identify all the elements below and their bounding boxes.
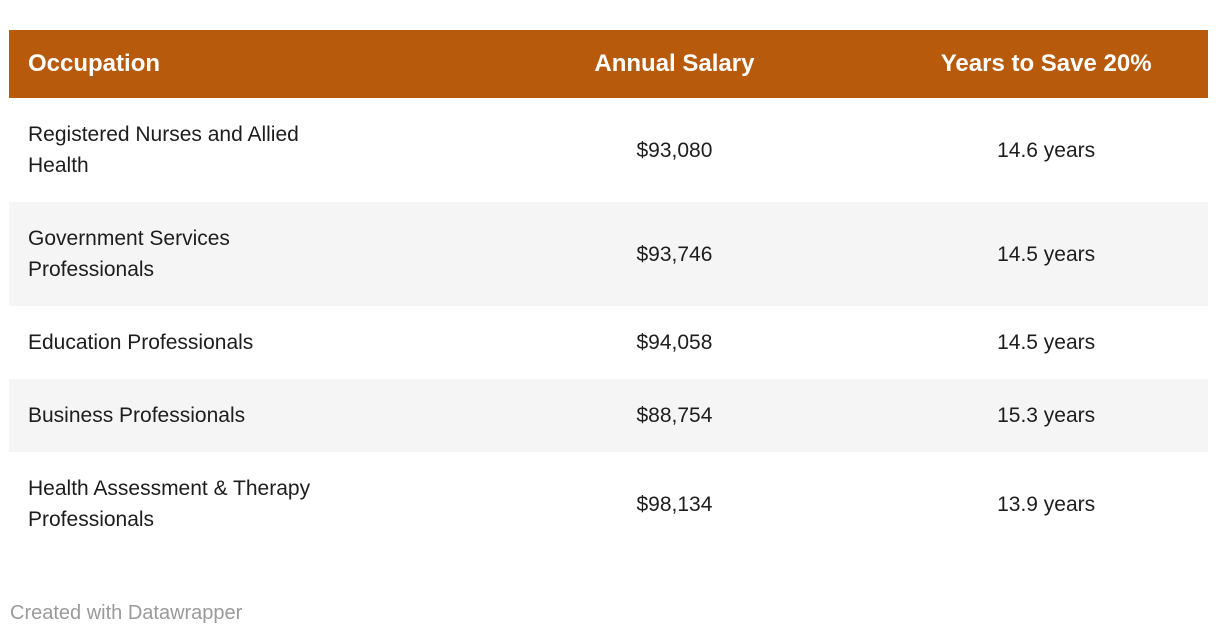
annual-salary-cell: $93,746	[636, 242, 713, 266]
occupation-cell: Education Professionals	[9, 306, 465, 379]
occupation-line: Government Services	[28, 227, 230, 250]
years-to-save-cell: 14.5 years	[997, 242, 1096, 266]
years-to-save-cell: 14.5 years	[997, 331, 1096, 354]
occupation-line: Professionals	[28, 508, 155, 531]
header-row: Occupation Annual Salary Years to Save 2…	[9, 30, 1208, 98]
occupation-cell: Business Professionals	[9, 379, 465, 452]
table-row: Registered Nurses and Allied Health $93,…	[9, 98, 1208, 202]
column-header-annual-salary: Annual Salary	[464, 30, 885, 98]
column-header-occupation: Occupation	[9, 30, 465, 98]
occupation-line: Registered Nurses and Allied	[28, 123, 299, 146]
table-row: Business Professionals $88,754 15.3 year…	[9, 379, 1208, 452]
occupation-line: Professionals	[28, 258, 155, 281]
years-to-save-cell: 13.9 years	[997, 492, 1096, 516]
salary-table: Occupation Annual Salary Years to Save 2…	[9, 30, 1208, 556]
annual-salary-cell: $88,754	[636, 404, 713, 427]
years-to-save-cell: 15.3 years	[997, 404, 1096, 427]
table-row: Government Services Professionals $93,74…	[9, 202, 1208, 306]
occupation-line: Health	[28, 154, 89, 177]
datawrapper-attribution-link[interactable]: Created with Datawrapper	[10, 602, 243, 624]
occupation-cell: Registered Nurses and Allied Health	[9, 98, 465, 202]
annual-salary-cell: $93,080	[636, 138, 713, 162]
occupation-line: Education Professionals	[28, 331, 254, 354]
occupation-cell: Health Assessment & Therapy Professional…	[9, 452, 465, 556]
occupation-line: Health Assessment & Therapy	[28, 477, 311, 500]
table-row: Education Professionals $94,058 14.5 yea…	[9, 306, 1208, 379]
occupation-cell: Government Services Professionals	[9, 202, 465, 306]
table-row: Health Assessment & Therapy Professional…	[9, 452, 1208, 556]
column-header-years-to-save: Years to Save 20%	[884, 30, 1208, 98]
annual-salary-cell: $98,134	[636, 492, 713, 516]
table-body: Registered Nurses and Allied Health $93,…	[9, 98, 1208, 556]
occupation-line: Business Professionals	[28, 404, 246, 427]
annual-salary-cell: $94,058	[636, 331, 713, 354]
table-header: Occupation Annual Salary Years to Save 2…	[9, 30, 1208, 98]
years-to-save-cell: 14.6 years	[997, 138, 1096, 162]
